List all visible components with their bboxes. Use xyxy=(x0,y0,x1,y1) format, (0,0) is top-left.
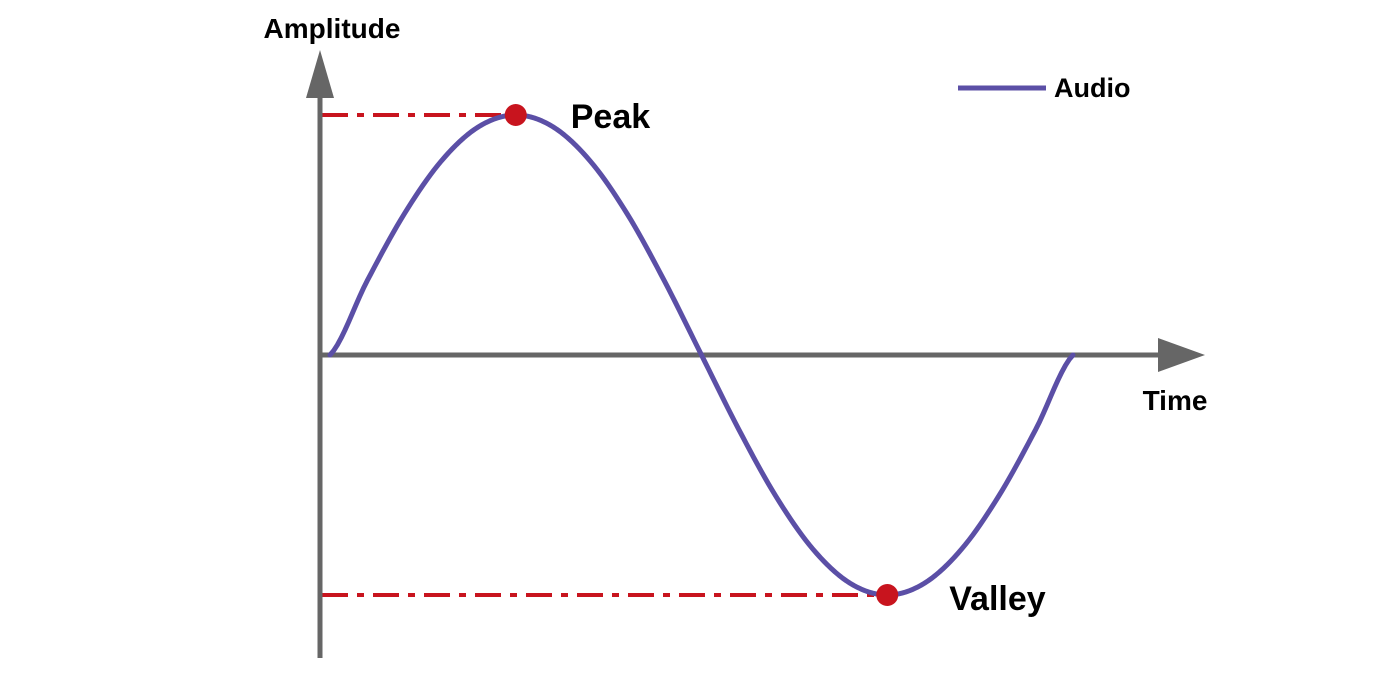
x-axis-arrowhead xyxy=(1158,338,1205,372)
valley-label: Valley xyxy=(949,580,1046,618)
reference-lines xyxy=(322,113,888,597)
series-layer xyxy=(327,112,1076,598)
legend: Audio xyxy=(958,73,1130,103)
y-axis-arrowhead xyxy=(306,50,334,98)
peak-marker xyxy=(504,104,527,126)
peak-label: Peak xyxy=(571,98,650,136)
axes xyxy=(306,50,1205,658)
y-axis-label: Amplitude xyxy=(264,13,401,44)
series-line-audio xyxy=(327,112,1076,598)
marker-layer: Peak Valley xyxy=(504,98,1046,618)
valley-marker xyxy=(876,584,899,606)
x-axis-label: Time xyxy=(1143,385,1208,416)
legend-label-audio: Audio xyxy=(1054,73,1130,103)
